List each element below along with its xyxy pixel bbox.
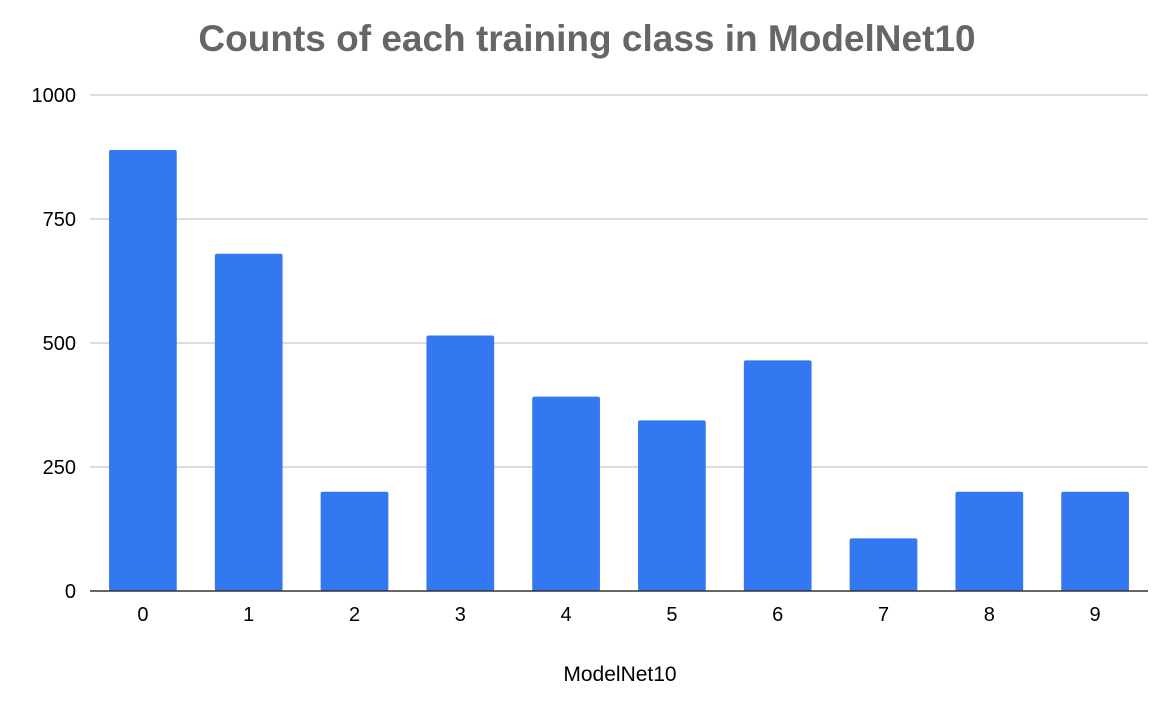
y-tick-label: 1000 [32, 85, 77, 107]
x-tick-label: 4 [561, 604, 572, 626]
x-tick-label: 7 [878, 604, 889, 626]
bar-3 [426, 335, 495, 591]
bar-9 [1061, 491, 1129, 591]
x-tick-label: 3 [455, 604, 466, 626]
y-tick-label: 0 [65, 581, 76, 603]
bars [109, 150, 1129, 591]
bar-5 [638, 420, 706, 591]
x-tick-label: 1 [243, 604, 254, 626]
bar-8 [955, 491, 1024, 591]
x-tick-label: 9 [1090, 604, 1101, 626]
bar-7 [849, 538, 918, 591]
x-tick-label: 2 [349, 604, 360, 626]
x-tick-label: 8 [984, 604, 995, 626]
chart-title: Counts of each training class in ModelNe… [198, 18, 975, 59]
bar-4 [532, 396, 600, 591]
x-tick-label: 0 [137, 604, 148, 626]
bar-2 [320, 491, 389, 591]
bar-6 [743, 360, 812, 591]
y-axis-tick-labels: 0 250 500 750 1000 [32, 85, 77, 603]
x-tick-label: 5 [666, 604, 677, 626]
bar-0 [109, 150, 177, 591]
y-tick-label: 250 [43, 457, 76, 479]
x-tick-label: 6 [772, 604, 783, 626]
bar-1 [214, 253, 283, 591]
x-axis-tick-labels: 0 1 2 3 4 5 6 7 8 9 [137, 604, 1100, 626]
x-axis-title: ModelNet10 [563, 663, 676, 686]
y-tick-label: 750 [43, 209, 76, 231]
y-tick-label: 500 [43, 333, 76, 355]
